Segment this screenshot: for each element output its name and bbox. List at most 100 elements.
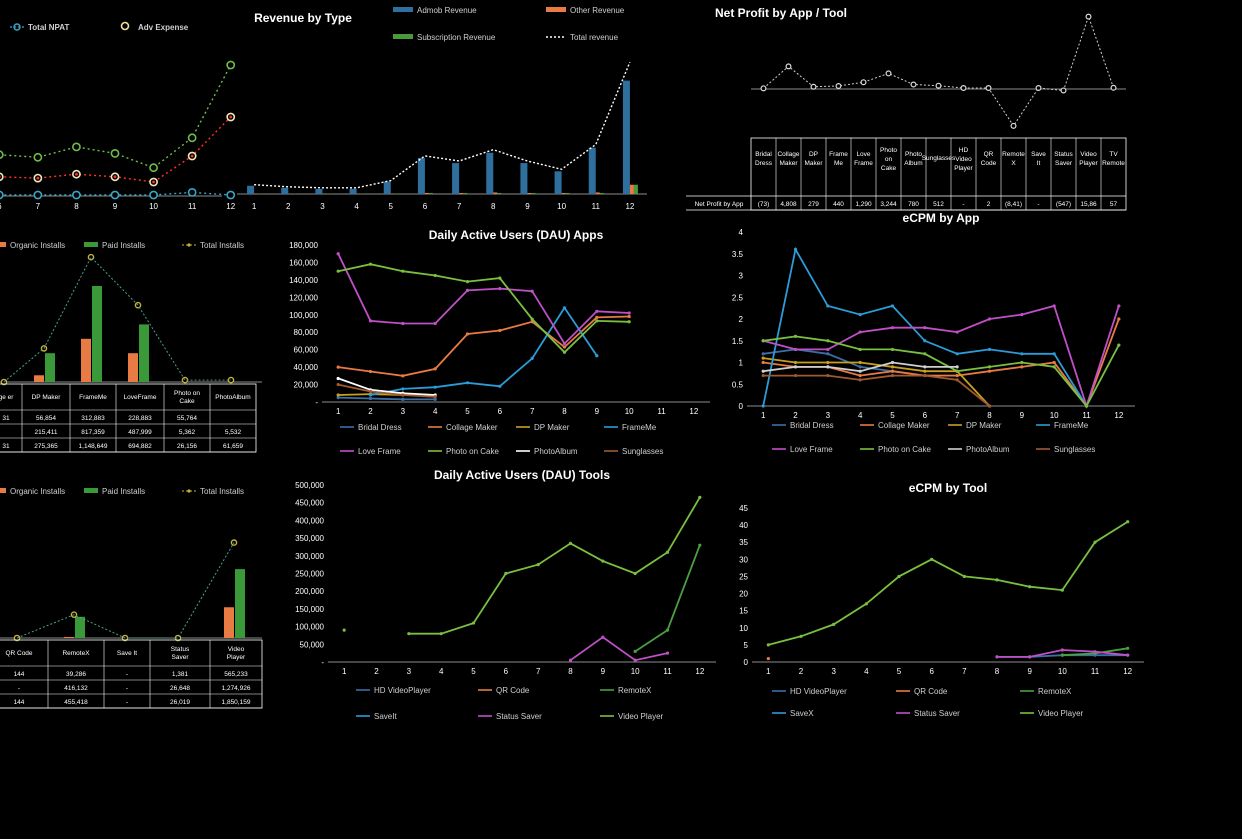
data-point xyxy=(698,495,702,499)
x-tick-label: 4 xyxy=(439,667,444,676)
x-tick-label: 11 xyxy=(1091,667,1100,676)
x-tick-label: 3 xyxy=(320,202,325,211)
bar xyxy=(493,192,498,194)
data-point xyxy=(1010,122,1017,129)
data-point xyxy=(633,649,637,653)
bar xyxy=(247,185,255,194)
data-point xyxy=(923,326,927,330)
table-cell: 144 xyxy=(14,699,25,706)
x-tick-label: 2 xyxy=(793,411,798,420)
x-tick-label: 10 xyxy=(625,407,634,416)
data-point xyxy=(465,280,470,284)
x-tick-label: 12 xyxy=(1114,411,1123,420)
legend-marker xyxy=(187,489,191,493)
data-point xyxy=(336,252,340,256)
table-cell: 1,274,926 xyxy=(222,685,251,692)
data-point xyxy=(33,152,43,162)
table-header-cell: Me xyxy=(834,160,843,167)
data-point xyxy=(627,320,631,324)
table-header-cell: Photo xyxy=(905,151,922,158)
y-tick-label: 150,000 xyxy=(295,605,324,614)
data-point xyxy=(826,347,830,352)
y-tick-label: 40 xyxy=(739,521,748,530)
y-tick-label: 200,000 xyxy=(295,587,324,596)
data-point xyxy=(665,550,670,554)
x-tick-label: 12 xyxy=(625,202,634,211)
data-point xyxy=(187,187,197,197)
x-tick-label: 9 xyxy=(113,202,118,211)
bar xyxy=(622,80,630,194)
data-point xyxy=(401,397,405,401)
table-header-cell: QR Code xyxy=(5,650,32,657)
legend-label: Sunglasses xyxy=(622,447,663,456)
x-tick-label: 7 xyxy=(536,667,541,676)
bar xyxy=(520,163,528,194)
data-point xyxy=(793,334,798,338)
data-point xyxy=(832,622,836,626)
y-tick-label: 60,000 xyxy=(294,346,319,355)
x-tick-label: 12 xyxy=(695,667,704,676)
data-point xyxy=(562,306,567,310)
bar xyxy=(394,193,399,194)
table-cell: 455,418 xyxy=(64,699,88,706)
table-header-cell: Sunglasses xyxy=(922,155,956,162)
table-header-cell: on xyxy=(885,156,893,163)
table-cell: 440 xyxy=(833,201,844,208)
x-tick-label: 12 xyxy=(226,202,235,211)
x-tick-label: 9 xyxy=(601,667,606,676)
bar xyxy=(588,147,596,194)
table-header-cell: HD xyxy=(959,147,969,154)
data-point xyxy=(1052,352,1056,356)
data-point xyxy=(1117,304,1121,308)
x-tick-label: 6 xyxy=(923,411,928,420)
series-line xyxy=(16,542,235,639)
table-header-cell: RemoteX xyxy=(62,650,90,657)
table-cell: 3,244 xyxy=(880,201,897,208)
data-point xyxy=(368,369,373,374)
table-header-cell: Save xyxy=(1031,151,1046,158)
x-tick-label: 7 xyxy=(955,411,960,420)
data-point xyxy=(761,404,765,408)
data-point xyxy=(401,269,405,273)
data-point xyxy=(935,82,942,89)
data-point xyxy=(498,276,502,280)
bar xyxy=(459,192,464,194)
bar xyxy=(633,184,638,194)
table-cell: - xyxy=(18,685,20,692)
data-point xyxy=(633,571,637,576)
bar xyxy=(75,616,85,638)
y-tick-label: 1.5 xyxy=(732,337,744,346)
x-tick-label: 11 xyxy=(1082,411,1091,420)
legend-label: Bridal Dress xyxy=(358,423,402,432)
data-point xyxy=(1085,13,1092,20)
y-tick-label: 20 xyxy=(739,590,748,599)
series-line xyxy=(254,61,631,189)
data-point xyxy=(985,84,992,91)
y-tick-label: 160,000 xyxy=(289,258,318,267)
data-point xyxy=(1020,360,1024,365)
data-point xyxy=(923,352,927,356)
data-point xyxy=(858,360,862,365)
data-point xyxy=(987,365,992,369)
legend-label: Subscription Revenue xyxy=(417,33,496,42)
data-point xyxy=(1052,360,1056,365)
data-point xyxy=(336,365,340,369)
series-line xyxy=(408,496,701,635)
bar xyxy=(463,192,468,194)
y-tick-label: 30 xyxy=(739,555,748,564)
y-tick-label: 120,000 xyxy=(289,293,318,302)
data-point xyxy=(110,190,120,200)
series-line xyxy=(370,306,598,396)
legend-label: Total revenue xyxy=(570,33,619,42)
data-point xyxy=(433,385,437,389)
data-point xyxy=(923,373,927,378)
table-cell: 15,86 xyxy=(1080,201,1097,208)
x-tick-label: 9 xyxy=(1020,411,1025,420)
bar xyxy=(128,353,138,382)
bar xyxy=(349,188,357,194)
bar xyxy=(629,184,634,194)
data-point xyxy=(995,655,999,659)
y-tick-label: 40,000 xyxy=(294,363,319,372)
x-tick-label: 4 xyxy=(858,411,863,420)
